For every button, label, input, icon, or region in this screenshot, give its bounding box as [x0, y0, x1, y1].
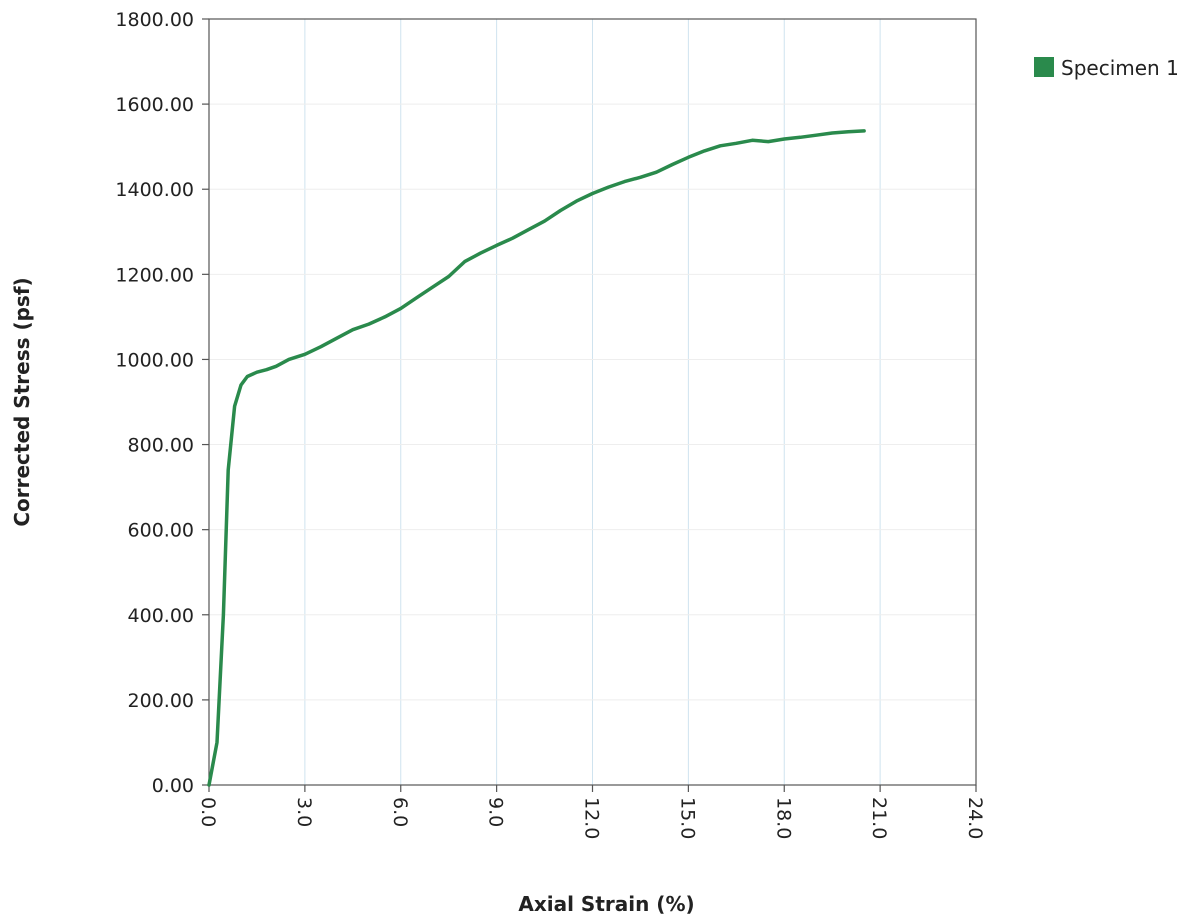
x-tick-label: 6.0	[389, 797, 411, 827]
x-axis-title: Axial Strain (%)	[518, 892, 694, 916]
y-tick-label: 1800.00	[115, 9, 194, 31]
y-tick-label: 1200.00	[115, 264, 194, 286]
y-tick-label: 1600.00	[115, 94, 194, 116]
legend-swatch-specimen-1	[1034, 57, 1054, 77]
gridlines	[209, 19, 976, 785]
y-tick-label: 400.00	[128, 605, 194, 627]
x-tick-label: 18.0	[772, 797, 794, 839]
x-tick-label: 24.0	[964, 797, 986, 839]
x-tick-label: 15.0	[676, 797, 698, 839]
y-tick-label: 1000.00	[115, 349, 194, 371]
axis-ticks: 0.0 3.0 6.0 9.0 12.0 15.0 18.0 21.0 24.0 0.00 200.…	[115, 9, 986, 839]
x-tick-label: 3.0	[293, 797, 315, 827]
x-tick-label: 21.0	[868, 797, 890, 839]
y-tick-label: 0.00	[152, 775, 194, 797]
y-tick-label: 200.00	[128, 690, 194, 712]
x-tick-label: 12.0	[581, 797, 603, 839]
y-tick-label: 600.00	[128, 520, 194, 542]
x-tick-label: 0.0	[197, 797, 219, 827]
y-tick-label: 1400.00	[115, 179, 194, 201]
legend-label-specimen-1: Specimen 1	[1061, 56, 1179, 80]
x-tick-label: 9.0	[485, 797, 507, 827]
y-tick-label: 800.00	[128, 435, 194, 457]
series-line-specimen-1	[207, 129, 866, 787]
y-axis-title: Corrected Stress (psf)	[10, 277, 34, 526]
series-layer	[207, 129, 866, 787]
legend: Specimen 1	[1034, 56, 1179, 80]
